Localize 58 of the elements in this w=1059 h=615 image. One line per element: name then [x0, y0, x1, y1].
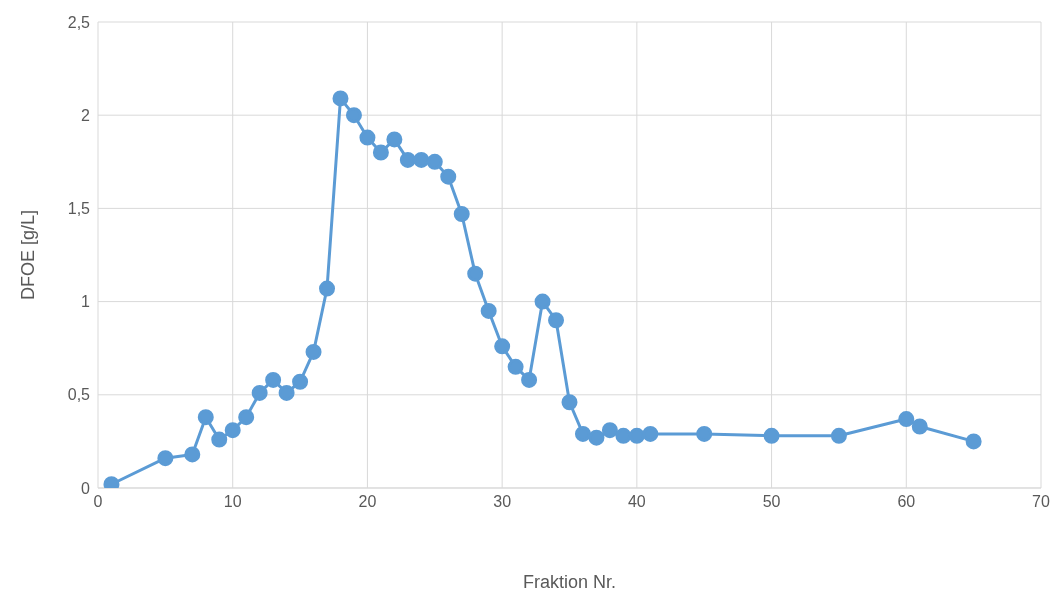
point — [319, 280, 336, 297]
y-tick-label: 1,5 — [67, 200, 91, 218]
x-tick-label: 70 — [1032, 493, 1050, 511]
point — [911, 418, 928, 435]
point — [265, 371, 282, 388]
y-axis-title: DFOE [g/L] — [18, 209, 39, 301]
point — [292, 373, 309, 390]
point — [642, 425, 659, 442]
point — [305, 343, 322, 360]
x-axis-title: Fraktion Nr. — [522, 572, 617, 592]
x-tick-label: 0 — [93, 493, 103, 511]
point — [830, 427, 847, 444]
point — [372, 144, 389, 161]
point — [440, 168, 457, 185]
point — [359, 129, 376, 146]
y-tick-label: 2 — [81, 106, 91, 124]
point — [548, 312, 565, 329]
point — [574, 425, 591, 442]
point — [332, 90, 349, 107]
point — [413, 151, 430, 168]
point — [588, 429, 605, 446]
point — [615, 427, 632, 444]
point — [467, 265, 484, 282]
point — [494, 338, 511, 355]
point — [426, 153, 443, 170]
point — [507, 358, 524, 375]
y-tick-label: 0,5 — [67, 386, 91, 404]
point — [224, 422, 241, 439]
x-tick-label: 10 — [223, 493, 242, 511]
point — [386, 131, 403, 148]
point — [345, 107, 362, 124]
x-tick-label: 50 — [762, 493, 781, 511]
point — [601, 422, 618, 439]
point — [534, 293, 551, 310]
y-tick-label: 2,5 — [67, 13, 91, 31]
point — [521, 371, 538, 388]
point — [561, 394, 578, 411]
point — [238, 409, 255, 426]
point — [278, 384, 295, 401]
point — [453, 205, 470, 222]
point — [399, 151, 416, 168]
point — [480, 302, 497, 319]
point — [898, 411, 915, 428]
point — [696, 425, 713, 442]
point — [197, 409, 214, 426]
y-tick-label: 0 — [81, 479, 91, 497]
point — [628, 427, 645, 444]
point — [211, 431, 228, 448]
x-tick-label: 20 — [358, 493, 377, 511]
x-tick-label: 30 — [493, 493, 512, 511]
x-tick-label: 60 — [897, 493, 916, 511]
x-tick-label: 40 — [627, 493, 646, 511]
point — [184, 446, 201, 463]
point — [965, 433, 982, 450]
point — [763, 427, 780, 444]
y-tick-label: 1 — [81, 293, 91, 311]
point — [157, 450, 174, 467]
point — [251, 384, 268, 401]
